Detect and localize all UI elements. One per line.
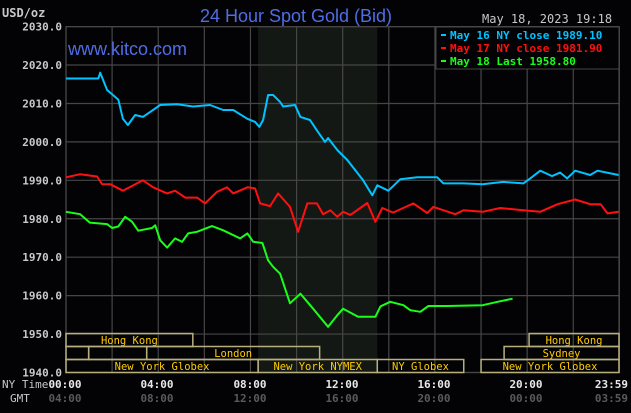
x-tick-ny: 00:00 [48, 378, 81, 391]
y-tick-label: 2010.0 [22, 97, 62, 110]
session-label: New York Globex [503, 361, 598, 373]
series-line-1 [66, 71, 619, 197]
x-tick-ny: 23:59 [595, 378, 628, 391]
legend-swatch [441, 34, 446, 36]
session-label: Sydney [543, 348, 581, 360]
legend-box [435, 26, 620, 70]
legend-entry: May 17 NY close 1981.90 [450, 42, 602, 55]
session-label: Hong Kong [546, 335, 603, 347]
x-tick-gmt: 03:59 [595, 392, 628, 405]
y-tick-label: 1980.0 [22, 213, 62, 226]
timestamp: May 18, 2023 19:18 [482, 12, 612, 26]
x-tick-ny: 12:00 [325, 378, 358, 391]
ny-time-label: NY Time [2, 378, 48, 391]
y-tick-label: 2000.0 [22, 136, 62, 149]
y-tick-label: 1990.0 [22, 174, 62, 187]
legend-swatch [441, 60, 446, 62]
session-label: New York Globex [115, 361, 210, 373]
y-tick-label: 2030.0 [22, 21, 62, 34]
gmt-label: GMT [10, 392, 30, 405]
x-tick-ny: 08:00 [233, 378, 266, 391]
kitco-watermark: www.kitco.com [67, 39, 187, 59]
x-tick-gmt: 12:00 [233, 392, 266, 405]
legend-swatch [441, 47, 446, 49]
x-tick-gmt: 08:00 [140, 392, 173, 405]
x-tick-gmt: 16:00 [325, 392, 358, 405]
session-bar [480, 358, 620, 374]
x-tick-gmt: 04:00 [48, 392, 81, 405]
x-tick-gmt: 00:00 [509, 392, 542, 405]
session-label: NY Globex [392, 361, 449, 373]
session-label: Hong Kong [101, 335, 158, 347]
y-tick-label: 1960.0 [22, 290, 62, 303]
series-line-2 [65, 173, 619, 233]
nymex-hours-shade [258, 26, 378, 373]
session-label: London [214, 348, 252, 360]
x-tick-ny: 16:00 [417, 378, 450, 391]
legend-entry: May 16 NY close 1989.10 [450, 29, 602, 42]
unit-label: USD/oz [2, 6, 45, 20]
session-label: New York NYMEX [273, 361, 362, 373]
x-tick-ny: 04:00 [140, 378, 173, 391]
session-bar [376, 358, 465, 374]
series-line-3 [65, 210, 513, 328]
y-tick-label: 2020.0 [22, 59, 62, 72]
x-tick-gmt: 20:00 [417, 392, 450, 405]
legend-entry: May 18 Last 1958.80 [450, 55, 576, 68]
y-tick-label: 1940.0 [22, 367, 62, 380]
y-tick-label: 1970.0 [22, 251, 62, 264]
chart-title: 24 Hour Spot Gold (Bid) [200, 6, 392, 26]
x-tick-ny: 20:00 [509, 378, 542, 391]
y-tick-label: 1950.0 [22, 328, 62, 341]
